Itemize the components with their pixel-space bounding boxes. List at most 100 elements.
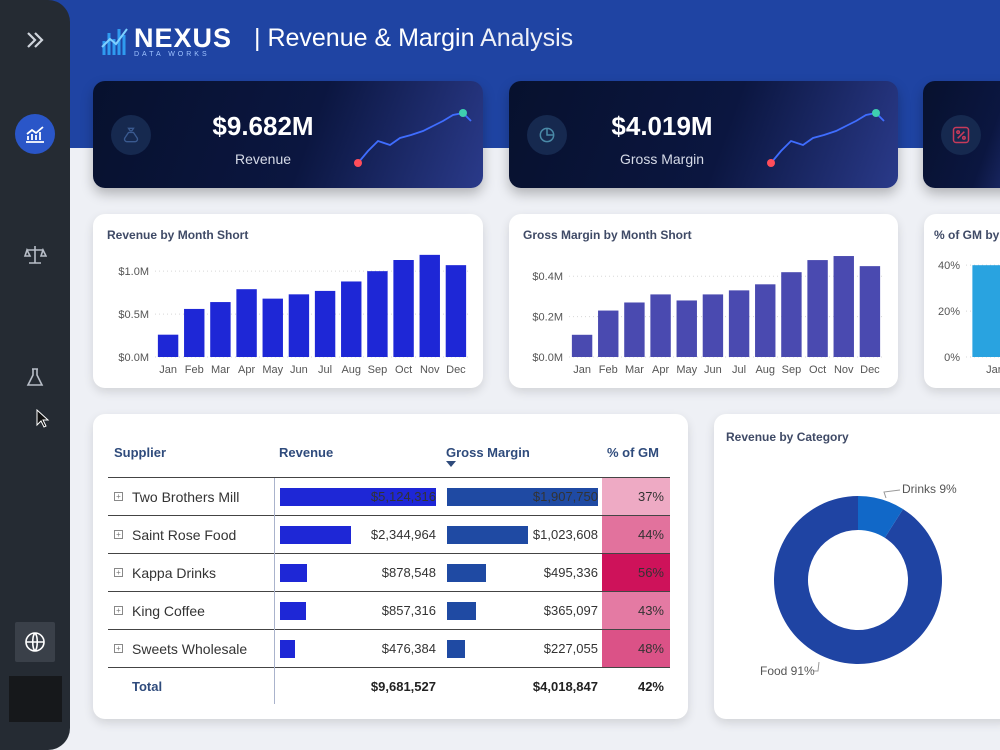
bar[interactable] xyxy=(972,265,1000,357)
expand-icon[interactable]: + xyxy=(114,644,123,653)
table-row[interactable]: + Kappa Drinks $878,548 $495,336 56% xyxy=(108,554,670,592)
kpi-card-gross-margin[interactable]: $4.019M Gross Margin xyxy=(509,81,898,188)
col-header-revenue[interactable]: Revenue xyxy=(279,445,334,460)
bar[interactable] xyxy=(833,256,854,357)
expand-icon[interactable]: + xyxy=(114,606,123,615)
bar[interactable] xyxy=(341,281,362,357)
bar[interactable] xyxy=(571,334,593,357)
y-tick-label: $1.0M xyxy=(118,266,149,278)
pct-gm-value: 48% xyxy=(602,630,670,667)
y-tick-label: $0.2M xyxy=(532,312,563,324)
flask-icon[interactable] xyxy=(15,358,55,398)
bar[interactable] xyxy=(262,298,283,357)
table-row[interactable]: + Saint Rose Food $2,344,964 $1,023,608 … xyxy=(108,516,670,554)
bar[interactable] xyxy=(288,294,310,357)
supplier-name: Saint Rose Food xyxy=(132,527,237,543)
page-title-light: Analysis xyxy=(474,24,574,52)
x-tick-label: Oct xyxy=(395,364,412,376)
table-row[interactable]: + Two Brothers Mill $5,124,316 $1,907,75… xyxy=(108,478,670,516)
gm-value: $365,097 xyxy=(543,603,598,618)
chart-card-revenue-by-category[interactable]: Revenue by Category Drinks 9% Food 91% xyxy=(714,414,1000,719)
bar[interactable] xyxy=(859,266,881,357)
x-tick-label: Dec xyxy=(446,364,466,376)
chevrons-right-icon[interactable] xyxy=(15,20,55,60)
x-tick-label: Jan xyxy=(159,364,177,376)
revenue-bar xyxy=(280,526,352,544)
bar[interactable] xyxy=(598,310,619,357)
bar[interactable] xyxy=(702,294,724,357)
scales-icon[interactable] xyxy=(15,235,55,275)
brand-name: NEXUS xyxy=(134,22,233,53)
supplier-name: Two Brothers Mill xyxy=(132,489,240,505)
x-tick-label: Jul xyxy=(318,364,332,376)
donut-slice[interactable] xyxy=(774,496,942,664)
globe-icon[interactable] xyxy=(15,622,55,662)
table-row[interactable]: + King Coffee $857,316 $365,097 43% xyxy=(108,592,670,630)
gm-bar xyxy=(447,564,487,582)
brand-subtitle: DATA WORKS xyxy=(134,50,210,58)
gm-bar xyxy=(447,488,598,506)
col-header-pct-gm[interactable]: % of GM xyxy=(607,445,659,460)
y-tick-label: 40% xyxy=(938,260,960,272)
donut-slice[interactable] xyxy=(858,496,904,538)
pct-gm-value: 37% xyxy=(602,478,670,515)
bar[interactable] xyxy=(419,254,440,357)
bar[interactable] xyxy=(393,260,414,357)
bar[interactable] xyxy=(781,272,802,357)
y-tick-label: 20% xyxy=(938,306,960,318)
x-tick-label: Sep xyxy=(782,364,802,376)
gm-bar xyxy=(447,640,465,658)
bar[interactable] xyxy=(210,302,231,357)
sidebar xyxy=(0,0,70,750)
col-header-supplier[interactable]: Supplier xyxy=(114,445,167,460)
bar[interactable] xyxy=(807,260,828,357)
page-title: | Revenue & Margin Analysis xyxy=(254,24,573,53)
kpi-card-revenue[interactable]: $9.682M Revenue xyxy=(93,81,483,188)
bar[interactable] xyxy=(236,289,257,357)
gm-value: $227,055 xyxy=(543,641,598,656)
y-tick-label: $0.5M xyxy=(118,309,149,321)
line-chart-icon[interactable] xyxy=(15,114,55,154)
expand-icon[interactable]: + xyxy=(114,492,123,501)
chart-card-revenue-by-month[interactable]: Revenue by Month Short $0.0M $0.5M $1.0M Ja… xyxy=(93,214,483,388)
bar[interactable] xyxy=(314,290,336,357)
bar[interactable] xyxy=(676,300,697,357)
bar[interactable] xyxy=(367,271,388,357)
kpi-label: Revenue xyxy=(234,151,292,167)
bar[interactable] xyxy=(755,284,776,357)
chart-card-gm-by-month[interactable]: Gross Margin by Month Short $0.0M $0.2M $0… xyxy=(509,214,898,388)
gm-by-month-chart: $0.0M $0.2M $0.4M Jan Feb Mar Apr May Jun Jul Aug S… xyxy=(532,256,883,376)
sort-desc-icon[interactable] xyxy=(446,461,456,467)
supplier-name: Sweets Wholesale xyxy=(132,641,248,657)
sparkline xyxy=(767,109,885,167)
kpi-card-pct-gm[interactable] xyxy=(923,81,1000,188)
percent-icon xyxy=(941,115,981,155)
expand-icon[interactable]: + xyxy=(114,568,123,577)
table-row[interactable]: + Sweets Wholesale $476,384 $227,055 48% xyxy=(108,630,670,668)
bar[interactable] xyxy=(157,334,179,357)
x-tick-label: Oct xyxy=(809,364,826,376)
x-tick-label: Nov xyxy=(420,364,440,376)
bar[interactable] xyxy=(728,290,750,357)
pct-gm-value: 43% xyxy=(602,592,670,629)
kpi-value: $4.019M xyxy=(611,111,713,141)
x-tick-label: Jun xyxy=(290,364,308,376)
bar[interactable] xyxy=(624,302,645,357)
gm-bar xyxy=(447,526,529,544)
revenue-bar xyxy=(280,640,295,658)
gm-value: $495,336 xyxy=(543,565,598,580)
chart-card-pct-gm[interactable]: % of GM by 0% 20% 40% Jan xyxy=(924,214,1000,388)
pie-chart-icon xyxy=(527,115,567,155)
revenue-bar xyxy=(280,564,307,582)
bar[interactable] xyxy=(445,265,467,357)
mouse-cursor-icon xyxy=(36,409,50,428)
revenue-value: $878,548 xyxy=(381,565,436,580)
bar[interactable] xyxy=(650,294,671,357)
revenue-by-category-donut xyxy=(774,489,942,672)
expand-icon[interactable]: + xyxy=(114,530,123,539)
revenue-bar xyxy=(280,602,307,620)
kpi-value: $9.682M xyxy=(212,111,314,141)
bar[interactable] xyxy=(184,308,205,357)
col-header-gross-margin[interactable]: Gross Margin xyxy=(446,445,530,460)
gm-value: $1,023,608 xyxy=(532,527,598,542)
